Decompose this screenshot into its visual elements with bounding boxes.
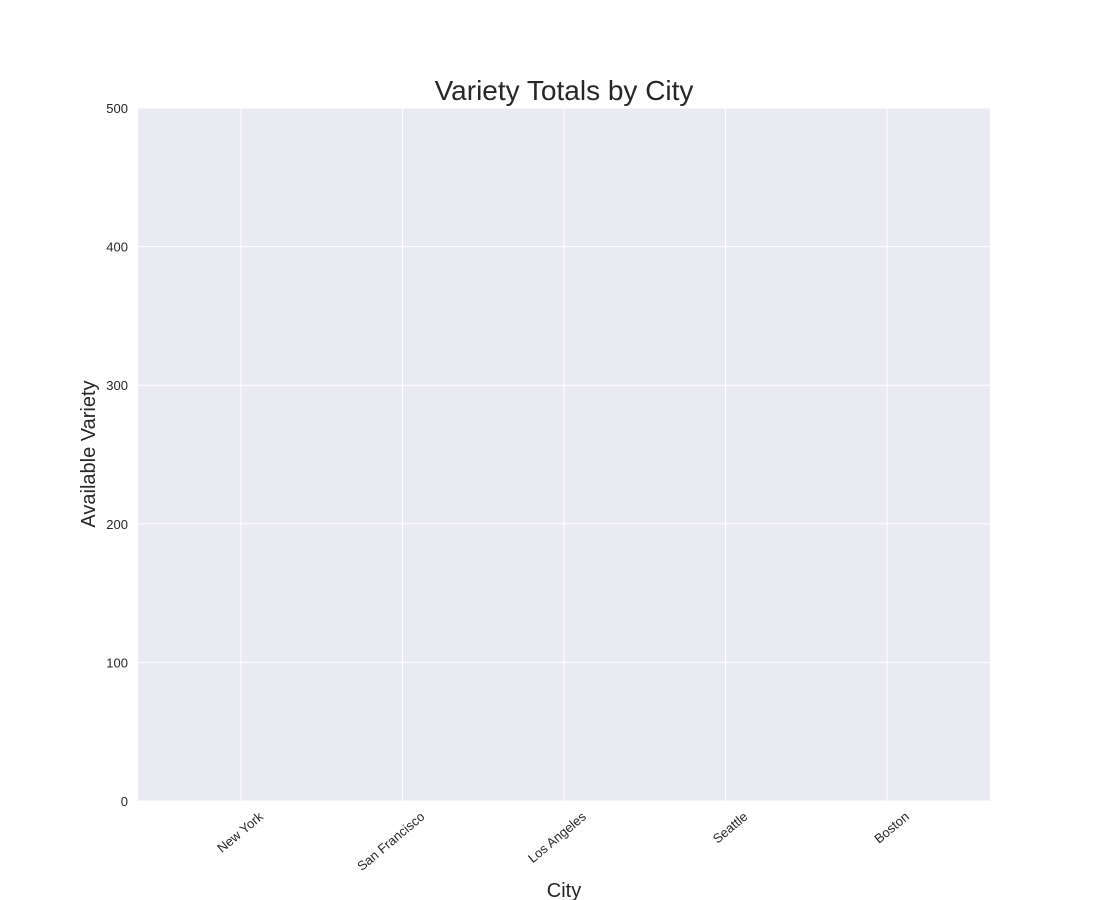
y-axis-label: Available Variety (78, 380, 100, 527)
x-tick-label: New York (214, 808, 266, 855)
y-tick-label: 500 (106, 101, 128, 116)
x-axis-label: City (547, 880, 581, 900)
y-tick-label: 100 (106, 655, 128, 670)
x-axis-ticks: New York San Francisco Los Angeles Seattle B… (214, 808, 912, 873)
y-tick-label: 300 (106, 378, 128, 393)
y-tick-label: 400 (106, 240, 128, 255)
x-tick-label: San Francisco (354, 809, 427, 874)
y-tick-label: 0 (121, 794, 128, 809)
y-axis-ticks: 0 100 200 300 400 500 (106, 101, 128, 809)
x-tick-label: Seattle (710, 809, 751, 847)
x-tick-label: Boston (871, 809, 912, 847)
x-tick-label: Los Angeles (525, 808, 589, 865)
chart-title: Variety Totals by City (435, 75, 694, 106)
grid-lines (138, 107, 990, 802)
y-tick-label: 200 (106, 517, 128, 532)
